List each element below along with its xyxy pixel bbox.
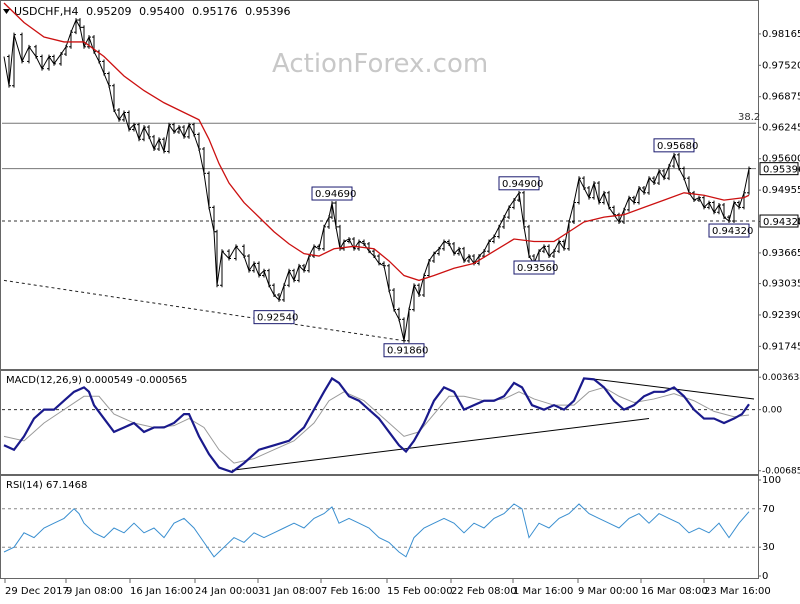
rsi-tick-label: 0 xyxy=(762,571,768,582)
time-tick-label: 16 Mar 08:00 xyxy=(641,586,708,597)
header-symbol: USDCHF,H4 xyxy=(14,5,79,18)
annotation-label: 0.94900 xyxy=(502,179,543,190)
macd-title: MACD(12,26,9) 0.000549 -0.000565 xyxy=(6,375,187,386)
annotation-label: 0.91860 xyxy=(387,346,428,357)
rsi-tick-label: 70 xyxy=(762,504,775,515)
price-tick-label: 0.94955 xyxy=(762,185,800,196)
price-tick-label: 0.93035 xyxy=(762,279,800,290)
price-tick-label: 0.97520 xyxy=(762,60,800,71)
rsi-line xyxy=(3,503,750,558)
current-price-tag: 0.95396 xyxy=(763,165,800,176)
annotation-label: 0.94320 xyxy=(712,226,753,237)
price-layer: 38.2 0.94690 0.92540 0.91860 0.94900 0.93560 0… xyxy=(2,2,760,358)
annotation-box xyxy=(311,186,353,201)
time-tick-label: 9 Jan 08:00 xyxy=(66,586,123,597)
macd-axis: 0.003638 0.00 -0.006858 xyxy=(758,373,800,477)
time-tick-label: 15 Feb 00:00 xyxy=(387,586,453,597)
macd-trendline xyxy=(231,418,650,471)
price-tick-label: 0.92390 xyxy=(762,310,800,321)
svg-text:USDCHF,H4 0.95209: USDCHF,H4 0.95209 0.95400 0.95176 0.9539… xyxy=(14,5,291,18)
macd-tick-label: 0.003638 xyxy=(762,373,800,383)
annotation-box xyxy=(253,310,295,325)
time-tick-label: 7 Feb 16:00 xyxy=(321,586,380,597)
rsi-axis: 100 70 30 0 xyxy=(758,475,781,582)
annotation-box xyxy=(513,260,555,275)
level-price-tag: 0.94320 xyxy=(763,217,800,228)
time-tick-label: 31 Jan 08:00 xyxy=(258,586,321,597)
time-tick-label: 16 Jan 16:00 xyxy=(130,586,193,597)
annotation-box xyxy=(708,223,750,238)
time-tick-label: 1 Mar 16:00 xyxy=(513,586,573,597)
annotation-box xyxy=(653,138,695,153)
time-tick-label: 29 Dec 2017 xyxy=(5,586,69,597)
current-price-tag-box xyxy=(759,162,799,176)
header-low: 0.95176 xyxy=(192,5,238,18)
macd-tick-label: -0.006858 xyxy=(762,467,800,477)
header-high: 0.95400 xyxy=(139,5,185,18)
price-axis: 0.98165 0.97520 0.96875 0.96245 0.95600 0.949… xyxy=(758,29,800,352)
macd-layer xyxy=(2,376,756,474)
price-tick-label: 0.93665 xyxy=(762,248,800,259)
price-tick-label: 0.95600 xyxy=(762,154,800,165)
annotation-label: 0.94690 xyxy=(315,189,356,200)
chart-header: USDCHF,H4 0.95209 0.95400 0.95176 0.9539… xyxy=(3,5,291,18)
collapse-arrow-icon[interactable] xyxy=(3,9,10,14)
price-line xyxy=(3,18,750,341)
rsi-tick-label: 100 xyxy=(762,475,781,486)
header-close: 0.95396 xyxy=(245,5,291,18)
annotation-box xyxy=(383,343,425,358)
price-tick-label: 0.98165 xyxy=(762,29,800,40)
level-label: 38.2 xyxy=(738,112,760,123)
macd-tick-label: 0.00 xyxy=(762,406,782,416)
watermark-text: ActionForex.com xyxy=(272,49,488,79)
rsi-panel xyxy=(0,475,759,579)
macd-panel xyxy=(0,370,759,475)
annotation-box xyxy=(498,176,540,191)
rsi-tick-label: 30 xyxy=(762,542,775,553)
moving-average-line xyxy=(3,2,750,282)
annotation-label: 0.92540 xyxy=(257,313,298,324)
macd-line xyxy=(3,376,750,474)
time-tick-label: 24 Jan 00:00 xyxy=(195,586,258,597)
time-tick-label: 9 Mar 00:00 xyxy=(578,586,638,597)
rsi-layer xyxy=(2,503,756,558)
level-price-tag-box xyxy=(759,214,799,228)
price-tick-label: 0.91745 xyxy=(762,341,800,352)
header-open: 0.95209 xyxy=(86,5,132,18)
rsi-title: RSI(14) 67.1468 xyxy=(6,480,87,491)
price-panel xyxy=(0,0,759,370)
price-tick-label: 0.96245 xyxy=(762,122,800,133)
annotation-label: 0.93560 xyxy=(517,263,558,274)
support-trendline xyxy=(3,279,405,342)
price-tick-label: 0.96875 xyxy=(762,92,800,103)
annotation-label: 0.95680 xyxy=(657,141,698,152)
time-tick-label: 22 Feb 08:00 xyxy=(451,586,517,597)
time-tick-label: 23 Mar 16:00 xyxy=(704,586,771,597)
